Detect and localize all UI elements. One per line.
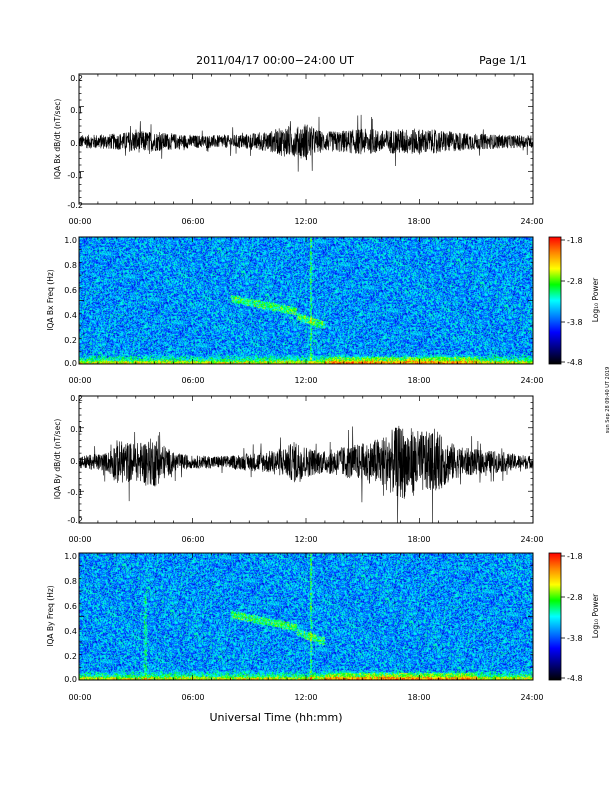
xtick-label: 12:00 — [294, 376, 317, 385]
ytick-label: 0.4 — [64, 627, 77, 636]
ytick-label: 0.2 — [64, 336, 77, 345]
ylabel: IQA Bx dB/dt (nT/sec) — [53, 99, 62, 180]
by-dbdt-axis-ticks — [78, 395, 534, 524]
colorbar-tick: -2.8 — [567, 277, 583, 286]
xtick-label: 12:00 — [294, 535, 317, 544]
panel-bx-spectrogram: 1.0 0.8 0.6 0.4 0.2 0.0 00:00 06:00 12:0… — [46, 236, 544, 385]
colorbar-tick: -2.8 — [567, 593, 583, 602]
colorbar-1: -1.8 -2.8 -3.8 -4.8 Log₁₀ Power — [548, 236, 600, 367]
figure-title: 2011/04/17 00:00−24:00 UT — [196, 54, 354, 67]
xtick-label: 06:00 — [181, 693, 204, 702]
ytick-label: -0.1 — [67, 488, 83, 497]
panel-by-spectrogram: 1.0 0.8 0.6 0.4 0.2 0.0 00:00 06:00 12:0… — [46, 552, 544, 702]
xtick-label: 18:00 — [407, 535, 430, 544]
ytick-label: 0.8 — [64, 261, 77, 270]
ytick-label: -0.2 — [67, 201, 83, 210]
ytick-label: -0.2 — [67, 516, 83, 525]
xtick-label: 18:00 — [407, 217, 430, 226]
colorbar-scale — [548, 552, 562, 681]
ytick-label: 0.6 — [64, 286, 77, 295]
xtick-label: 06:00 — [181, 217, 204, 226]
xtick-label: 06:00 — [181, 535, 204, 544]
colorbar-tick: -4.8 — [567, 358, 583, 367]
ytick-label: 0.2 — [70, 74, 83, 83]
ytick-label: 0.8 — [64, 577, 77, 586]
xtick-label: 24:00 — [520, 535, 543, 544]
colorbar-tick: -3.8 — [567, 634, 583, 643]
ytick-label: 0.1 — [70, 106, 83, 115]
ytick-label: 0.0 — [64, 675, 77, 684]
colorbar-tick: -4.8 — [567, 674, 583, 683]
panel-by-dbdt: 0.2 0.1 0.0 -0.1 -0.2 00:00 06:00 12:00 … — [53, 394, 544, 544]
ytick-label: 0.0 — [70, 457, 83, 466]
xlabel: Universal Time (hh:mm) — [210, 711, 343, 724]
xtick-label: 12:00 — [294, 693, 317, 702]
colorbar-label: Log₁₀ Power — [591, 593, 600, 638]
colorbar-tick: -1.8 — [567, 236, 583, 245]
timestamp-stamp: sun Sep 28 09:40 UT 2019 — [605, 367, 611, 434]
colorbar-tick: -1.8 — [567, 552, 583, 561]
ylabel: IQA By Freq (Hz) — [46, 585, 55, 647]
xtick-label: 24:00 — [520, 376, 543, 385]
colorbar-label: Log₁₀ Power — [591, 277, 600, 322]
bx-spectrogram-image — [79, 237, 533, 364]
colorbar-scale — [548, 236, 562, 365]
ytick-label: 0.6 — [64, 602, 77, 611]
ytick-label: 0.0 — [70, 139, 83, 148]
bx-dbdt-series-line — [78, 114, 534, 172]
xtick-label: 18:00 — [407, 376, 430, 385]
xtick-label: 12:00 — [294, 217, 317, 226]
xtick-label: 24:00 — [520, 217, 543, 226]
xtick-label: 24:00 — [520, 693, 543, 702]
by-spectrogram-axis-ticks — [78, 552, 534, 681]
by-spectrogram-image — [79, 553, 533, 680]
xtick-label: 06:00 — [181, 376, 204, 385]
ytick-label: -0.1 — [67, 171, 83, 180]
ytick-label: 0.2 — [64, 652, 77, 661]
bx-spectrogram-axis-ticks — [78, 236, 534, 365]
xtick-label: 00:00 — [68, 693, 91, 702]
xtick-label: 00:00 — [68, 376, 91, 385]
xtick-label: 00:00 — [68, 217, 91, 226]
bx-dbdt-axis-ticks — [78, 73, 534, 205]
ylabel: IQA By dB/dt (nT/sec) — [53, 419, 62, 500]
xtick-label: 00:00 — [68, 535, 91, 544]
panel-bx-dbdt: 0.2 0.1 0.0 -0.1 -0.2 00:00 06:00 12:00 … — [53, 73, 544, 226]
page-indicator: Page 1/1 — [479, 54, 527, 67]
ytick-label: 0.2 — [70, 394, 83, 403]
by-dbdt-series-line — [78, 425, 534, 524]
colorbar-tick: -3.8 — [567, 318, 583, 327]
ytick-label: 0.0 — [64, 359, 77, 368]
ylabel: IQA Bx Freq (Hz) — [46, 269, 55, 331]
xtick-label: 18:00 — [407, 693, 430, 702]
ytick-label: 0.4 — [64, 311, 77, 320]
colorbar-2: -1.8 -2.8 -3.8 -4.8 Log₁₀ Power — [548, 552, 600, 683]
ytick-label: 1.0 — [64, 236, 77, 245]
ytick-label: 0.1 — [70, 425, 83, 434]
ytick-label: 1.0 — [64, 552, 77, 561]
